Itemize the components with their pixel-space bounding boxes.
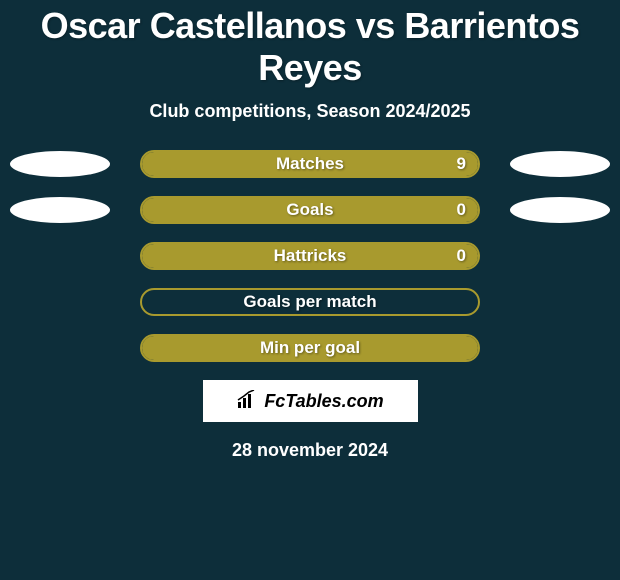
stats-area: Matches9Goals0Hattricks0Goals per matchM…	[0, 150, 620, 362]
chart-icon	[236, 390, 258, 413]
stat-label: Min per goal	[142, 338, 478, 358]
ellipse-spacer	[10, 289, 110, 315]
stat-value: 0	[457, 246, 466, 266]
stats-row: Matches9	[0, 150, 620, 178]
stats-row: Goals per match	[0, 288, 620, 316]
logo-box[interactable]: FcTables.com	[203, 380, 418, 422]
ellipse-spacer	[510, 243, 610, 269]
stat-label: Hattricks	[142, 246, 478, 266]
stat-bar: Matches9	[140, 150, 480, 178]
stats-row: Goals0	[0, 196, 620, 224]
stat-bar: Goals per match	[140, 288, 480, 316]
stat-label: Matches	[142, 154, 478, 174]
stat-value: 9	[457, 154, 466, 174]
player-left-ellipse	[10, 197, 110, 223]
ellipse-spacer	[510, 289, 610, 315]
stat-bar: Hattricks0	[140, 242, 480, 270]
comparison-container: Oscar Castellanos vs Barrientos Reyes Cl…	[0, 0, 620, 461]
stat-bar: Min per goal	[140, 334, 480, 362]
stat-value: 0	[457, 200, 466, 220]
player-right-ellipse	[510, 151, 610, 177]
player-right-ellipse	[510, 197, 610, 223]
page-title: Oscar Castellanos vs Barrientos Reyes	[0, 5, 620, 89]
ellipse-spacer	[10, 335, 110, 361]
stat-label: Goals	[142, 200, 478, 220]
ellipse-spacer	[510, 335, 610, 361]
stats-row: Min per goal	[0, 334, 620, 362]
logo-text: FcTables.com	[264, 391, 383, 412]
ellipse-spacer	[10, 243, 110, 269]
stat-bar: Goals0	[140, 196, 480, 224]
stat-label: Goals per match	[142, 292, 478, 312]
player-left-ellipse	[10, 151, 110, 177]
date-text: 28 november 2024	[0, 440, 620, 461]
subtitle: Club competitions, Season 2024/2025	[0, 101, 620, 122]
stats-row: Hattricks0	[0, 242, 620, 270]
